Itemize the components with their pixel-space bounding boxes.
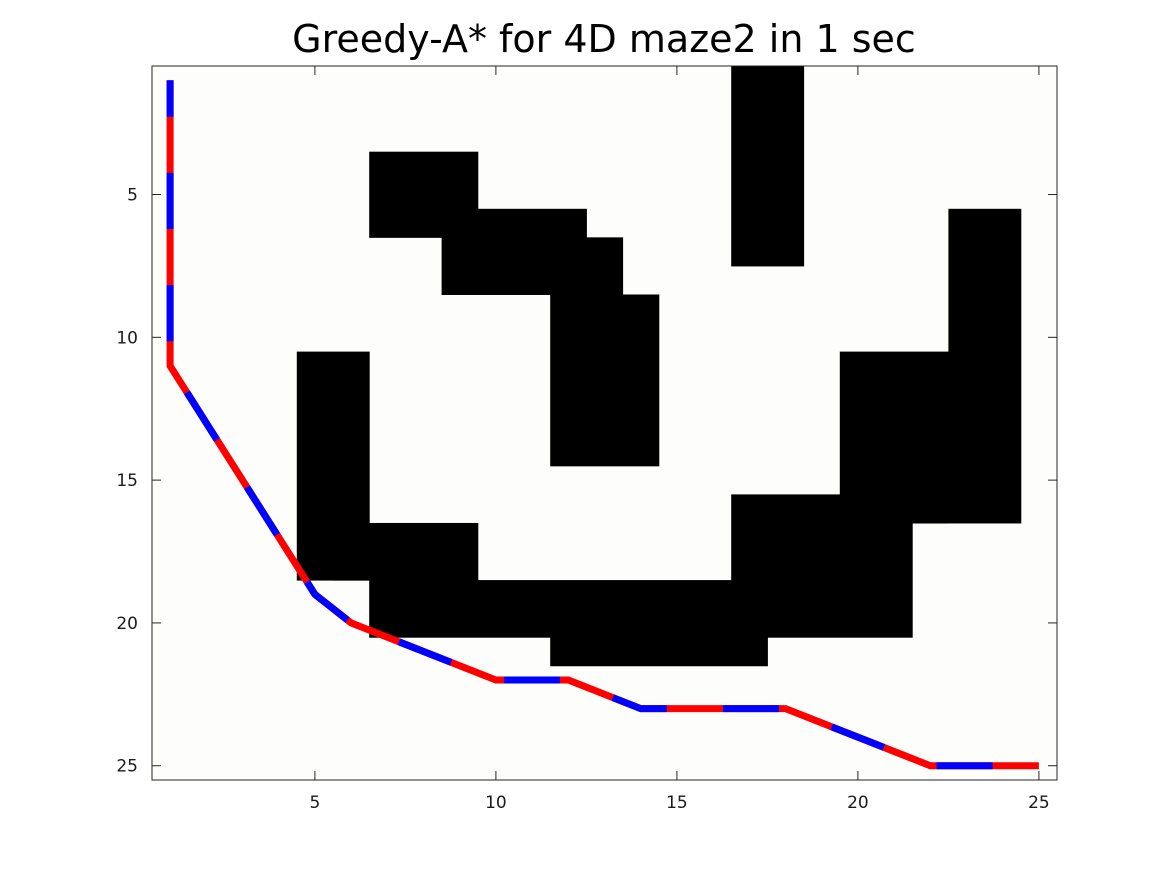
- maze-wall-block: [948, 208, 1022, 524]
- maze-wall-block: [550, 237, 624, 295]
- maze-wall-block: [333, 551, 370, 581]
- maze-wall-block: [369, 522, 479, 581]
- plot-area: 5 10 15 20 25 5 10 15 20 25: [116, 65, 1058, 813]
- axes-box: [151, 65, 1058, 781]
- path-line-blue: [166, 80, 1039, 770]
- chart-title: Greedy-A* for 4D maze2 in 1 sec: [292, 17, 916, 61]
- maze-wall-block: [296, 351, 370, 553]
- maze-wall-block: [731, 494, 913, 638]
- maze-wall-block: [369, 580, 768, 638]
- y-tick-label: 10: [116, 328, 138, 348]
- x-tick-label: 20: [847, 793, 869, 813]
- maze-wall-block: [912, 494, 949, 524]
- x-tick-label: 5: [309, 793, 320, 813]
- x-tick-label: 10: [485, 793, 507, 813]
- maze-wall-block: [550, 637, 768, 667]
- y-tick-label: 5: [127, 186, 138, 206]
- y-tick-label: 20: [116, 614, 138, 634]
- maze-wall-block: [550, 294, 660, 467]
- maze-wall-block: [731, 66, 805, 267]
- y-tick-label: 25: [116, 757, 138, 777]
- x-tick-label: 25: [1028, 793, 1050, 813]
- x-tick-label: 15: [666, 793, 688, 813]
- y-tick-label: 15: [116, 471, 138, 491]
